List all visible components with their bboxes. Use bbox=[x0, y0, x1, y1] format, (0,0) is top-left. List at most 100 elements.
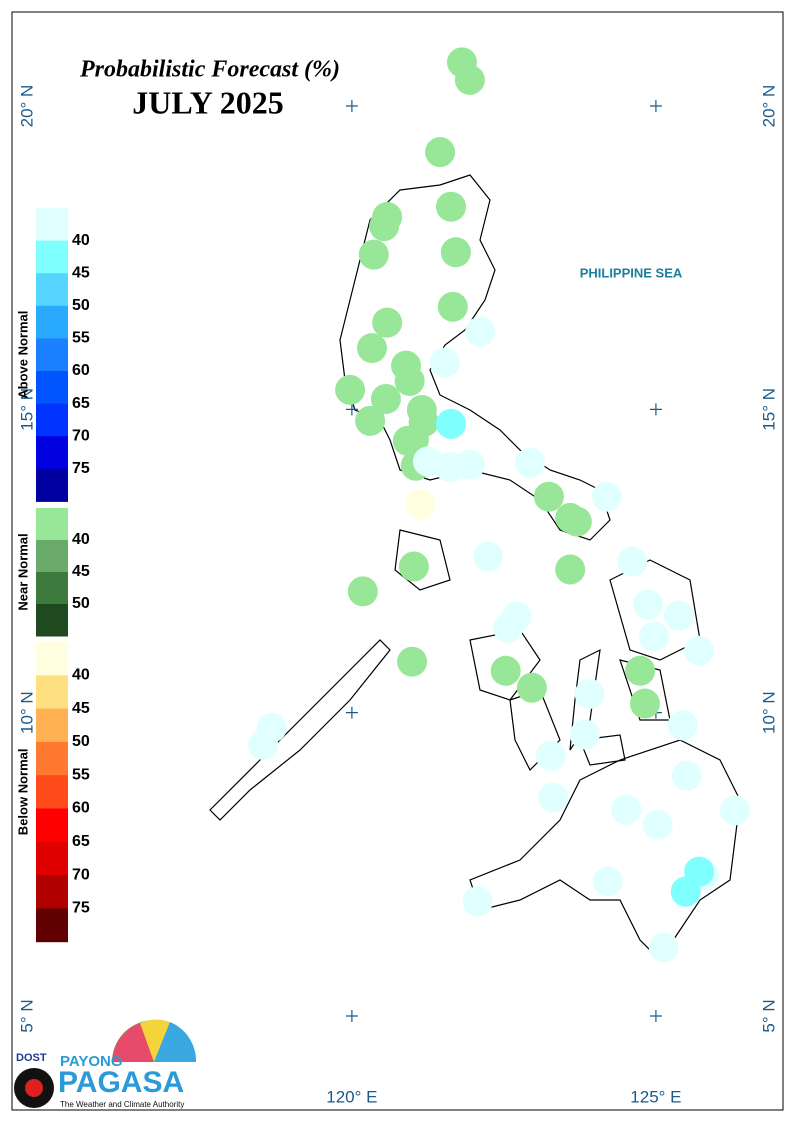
station-forecast bbox=[397, 646, 428, 677]
logo-agency: DOST bbox=[16, 1052, 47, 1064]
station-forecast bbox=[434, 451, 465, 482]
map-title: Probabilistic Forecast (%) bbox=[79, 57, 340, 83]
station-forecast bbox=[369, 211, 400, 242]
legend-label: 60 bbox=[72, 800, 90, 817]
station-forecast bbox=[437, 291, 468, 322]
map-frame bbox=[11, 11, 784, 1111]
lat-tick-label: 10° N bbox=[759, 691, 778, 734]
legend-swatch bbox=[36, 540, 68, 573]
legend-swatch bbox=[36, 841, 68, 876]
station-forecast bbox=[490, 655, 521, 686]
station-forecast bbox=[667, 710, 698, 741]
legend-label: 70 bbox=[72, 427, 90, 444]
station-forecast bbox=[670, 876, 701, 907]
station-forecast bbox=[538, 782, 569, 813]
station-forecast bbox=[436, 408, 467, 439]
logo-umbrella-segment bbox=[154, 1022, 197, 1062]
logo-tagline: The Weather and Climate Authority bbox=[60, 1100, 184, 1109]
station-forecast bbox=[664, 600, 695, 631]
station-forecast bbox=[629, 688, 660, 719]
station-forecast bbox=[642, 809, 673, 840]
station-forecast bbox=[372, 307, 403, 338]
station-forecast bbox=[515, 447, 546, 478]
station-forecast bbox=[473, 541, 504, 572]
legend-label: 70 bbox=[72, 866, 90, 883]
station-forecast bbox=[671, 760, 702, 791]
lon-tick-label: 125° E bbox=[630, 1087, 681, 1106]
legend-label: 50 bbox=[72, 595, 90, 612]
logo: DOST PAYONG PAGASA The Weather and Clima… bbox=[14, 1019, 197, 1109]
legend-swatch bbox=[36, 775, 68, 809]
lat-tick-label: 15° N bbox=[759, 388, 778, 431]
legend-swatch bbox=[36, 273, 68, 307]
legend-swatch bbox=[36, 908, 68, 943]
station-forecast bbox=[429, 347, 460, 378]
lat-tick-label: 20° N bbox=[759, 85, 778, 128]
legend-swatch bbox=[36, 436, 68, 470]
graticule-cross bbox=[649, 100, 662, 113]
station-forecast bbox=[561, 506, 592, 537]
station-forecast bbox=[719, 795, 750, 826]
legend-swatch bbox=[36, 240, 68, 274]
station-forecast bbox=[440, 237, 471, 268]
legend-group-title: Below Normal bbox=[15, 749, 30, 836]
graticule-cross bbox=[649, 403, 662, 416]
station-forecast bbox=[535, 740, 566, 771]
lat-tick-label: 20° N bbox=[17, 85, 36, 128]
legend-label: 55 bbox=[72, 766, 90, 783]
logo-umbrella-segment bbox=[140, 1019, 170, 1062]
station-forecast bbox=[611, 794, 642, 825]
station-forecast bbox=[370, 384, 401, 415]
legend-label: 45 bbox=[72, 264, 90, 281]
station-forecast bbox=[633, 589, 664, 620]
station-forecast bbox=[358, 239, 389, 270]
station-forecast bbox=[392, 425, 423, 456]
legend-swatch bbox=[36, 604, 68, 637]
lon-tick-label: 120° E bbox=[326, 1087, 377, 1106]
station-forecast bbox=[574, 678, 605, 709]
station-forecast bbox=[465, 316, 496, 347]
legend-swatch bbox=[36, 208, 68, 242]
graticule-cross bbox=[649, 1009, 662, 1022]
legend-label: 40 bbox=[72, 667, 90, 684]
station-forecast bbox=[462, 886, 493, 917]
station-forecast bbox=[648, 932, 679, 963]
lat-tick-label: 10° N bbox=[17, 691, 36, 734]
legend-swatch bbox=[36, 808, 68, 843]
lat-tick-label: 5° N bbox=[17, 999, 36, 1032]
station-forecast bbox=[617, 546, 648, 577]
legend-label: 50 bbox=[72, 297, 90, 314]
station-forecast bbox=[493, 612, 524, 643]
graticule-cross bbox=[345, 1009, 358, 1022]
station-forecast bbox=[248, 729, 279, 760]
legend-group-title: Above Normal bbox=[15, 311, 30, 399]
legend-label: 75 bbox=[72, 900, 90, 917]
station-forecast bbox=[555, 554, 586, 585]
station-forecast bbox=[394, 365, 425, 396]
logo-brand: PAGASA bbox=[58, 1066, 184, 1099]
legend-swatch bbox=[36, 572, 68, 605]
legend-label: 45 bbox=[72, 700, 90, 717]
legend-swatch bbox=[36, 675, 68, 710]
legend-swatch bbox=[36, 403, 68, 437]
station-forecast bbox=[569, 719, 600, 750]
station-forecast bbox=[454, 64, 485, 95]
legend-label: 40 bbox=[72, 232, 90, 249]
legend-label: 45 bbox=[72, 563, 90, 580]
legend-swatch bbox=[36, 508, 68, 541]
legend-label: 65 bbox=[72, 395, 90, 412]
legend-swatch bbox=[36, 708, 68, 743]
graticule-cross bbox=[345, 100, 358, 113]
legend-swatch bbox=[36, 642, 68, 676]
graticule-cross bbox=[345, 403, 358, 416]
legend-swatch bbox=[36, 468, 68, 502]
legend-label: 50 bbox=[72, 733, 90, 750]
legend-swatch bbox=[36, 875, 68, 909]
station-forecast bbox=[398, 551, 429, 582]
station-forecast bbox=[684, 635, 715, 666]
station-forecast bbox=[533, 481, 564, 512]
legend-label: 75 bbox=[72, 460, 90, 477]
legend-swatch bbox=[36, 371, 68, 405]
legend-group-title: Near Normal bbox=[15, 533, 30, 610]
legend-swatch bbox=[36, 741, 68, 776]
